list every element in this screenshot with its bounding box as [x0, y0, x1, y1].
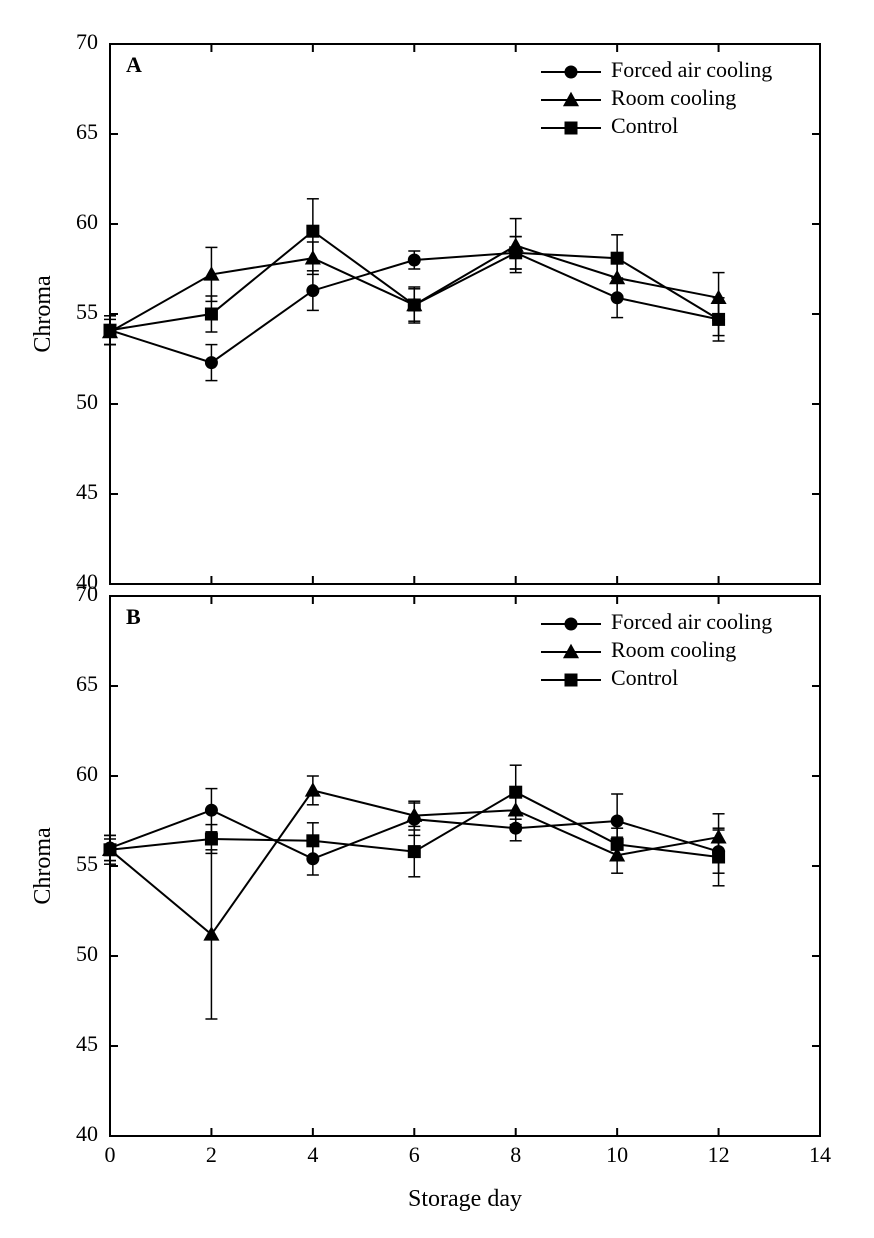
xtick-label: 4: [307, 1142, 318, 1167]
ytick-label: 40: [76, 1121, 98, 1146]
legend-label: Room cooling: [611, 637, 736, 662]
xtick-label: 2: [206, 1142, 217, 1167]
legend-label: Forced air cooling: [611, 609, 772, 634]
ytick-label: 55: [76, 851, 98, 876]
panel-label-A: A: [126, 52, 142, 77]
legend-label: Room cooling: [611, 85, 736, 110]
xtick-label: 0: [105, 1142, 116, 1167]
y-axis-label: Chroma: [30, 827, 56, 905]
legend-label: Forced air cooling: [611, 57, 772, 82]
y-axis-label: Chroma: [30, 275, 56, 353]
ytick-label: 50: [76, 941, 98, 966]
ytick-label: 65: [76, 119, 98, 144]
xtick-label: 8: [510, 1142, 521, 1167]
legend-label: Control: [611, 665, 678, 690]
xtick-label: 12: [708, 1142, 730, 1167]
xtick-label: 6: [409, 1142, 420, 1167]
panel-label-B: B: [126, 604, 141, 629]
x-axis-label: Storage day: [408, 1186, 522, 1212]
ytick-label: 70: [76, 29, 98, 54]
ytick-label: 60: [76, 209, 98, 234]
figure-svg: 40455055606570AChromaForced air coolingR…: [0, 0, 874, 1238]
figure-container: { "figure": { "width": 874, "height": 12…: [0, 0, 874, 1238]
ytick-label: 45: [76, 479, 98, 504]
ytick-label: 55: [76, 299, 98, 324]
legend-label: Control: [611, 113, 678, 138]
ytick-label: 65: [76, 671, 98, 696]
ytick-label: 60: [76, 761, 98, 786]
ytick-label: 70: [76, 581, 98, 606]
xtick-label: 14: [809, 1142, 831, 1167]
ytick-label: 45: [76, 1031, 98, 1056]
ytick-label: 50: [76, 389, 98, 414]
xtick-label: 10: [606, 1142, 628, 1167]
